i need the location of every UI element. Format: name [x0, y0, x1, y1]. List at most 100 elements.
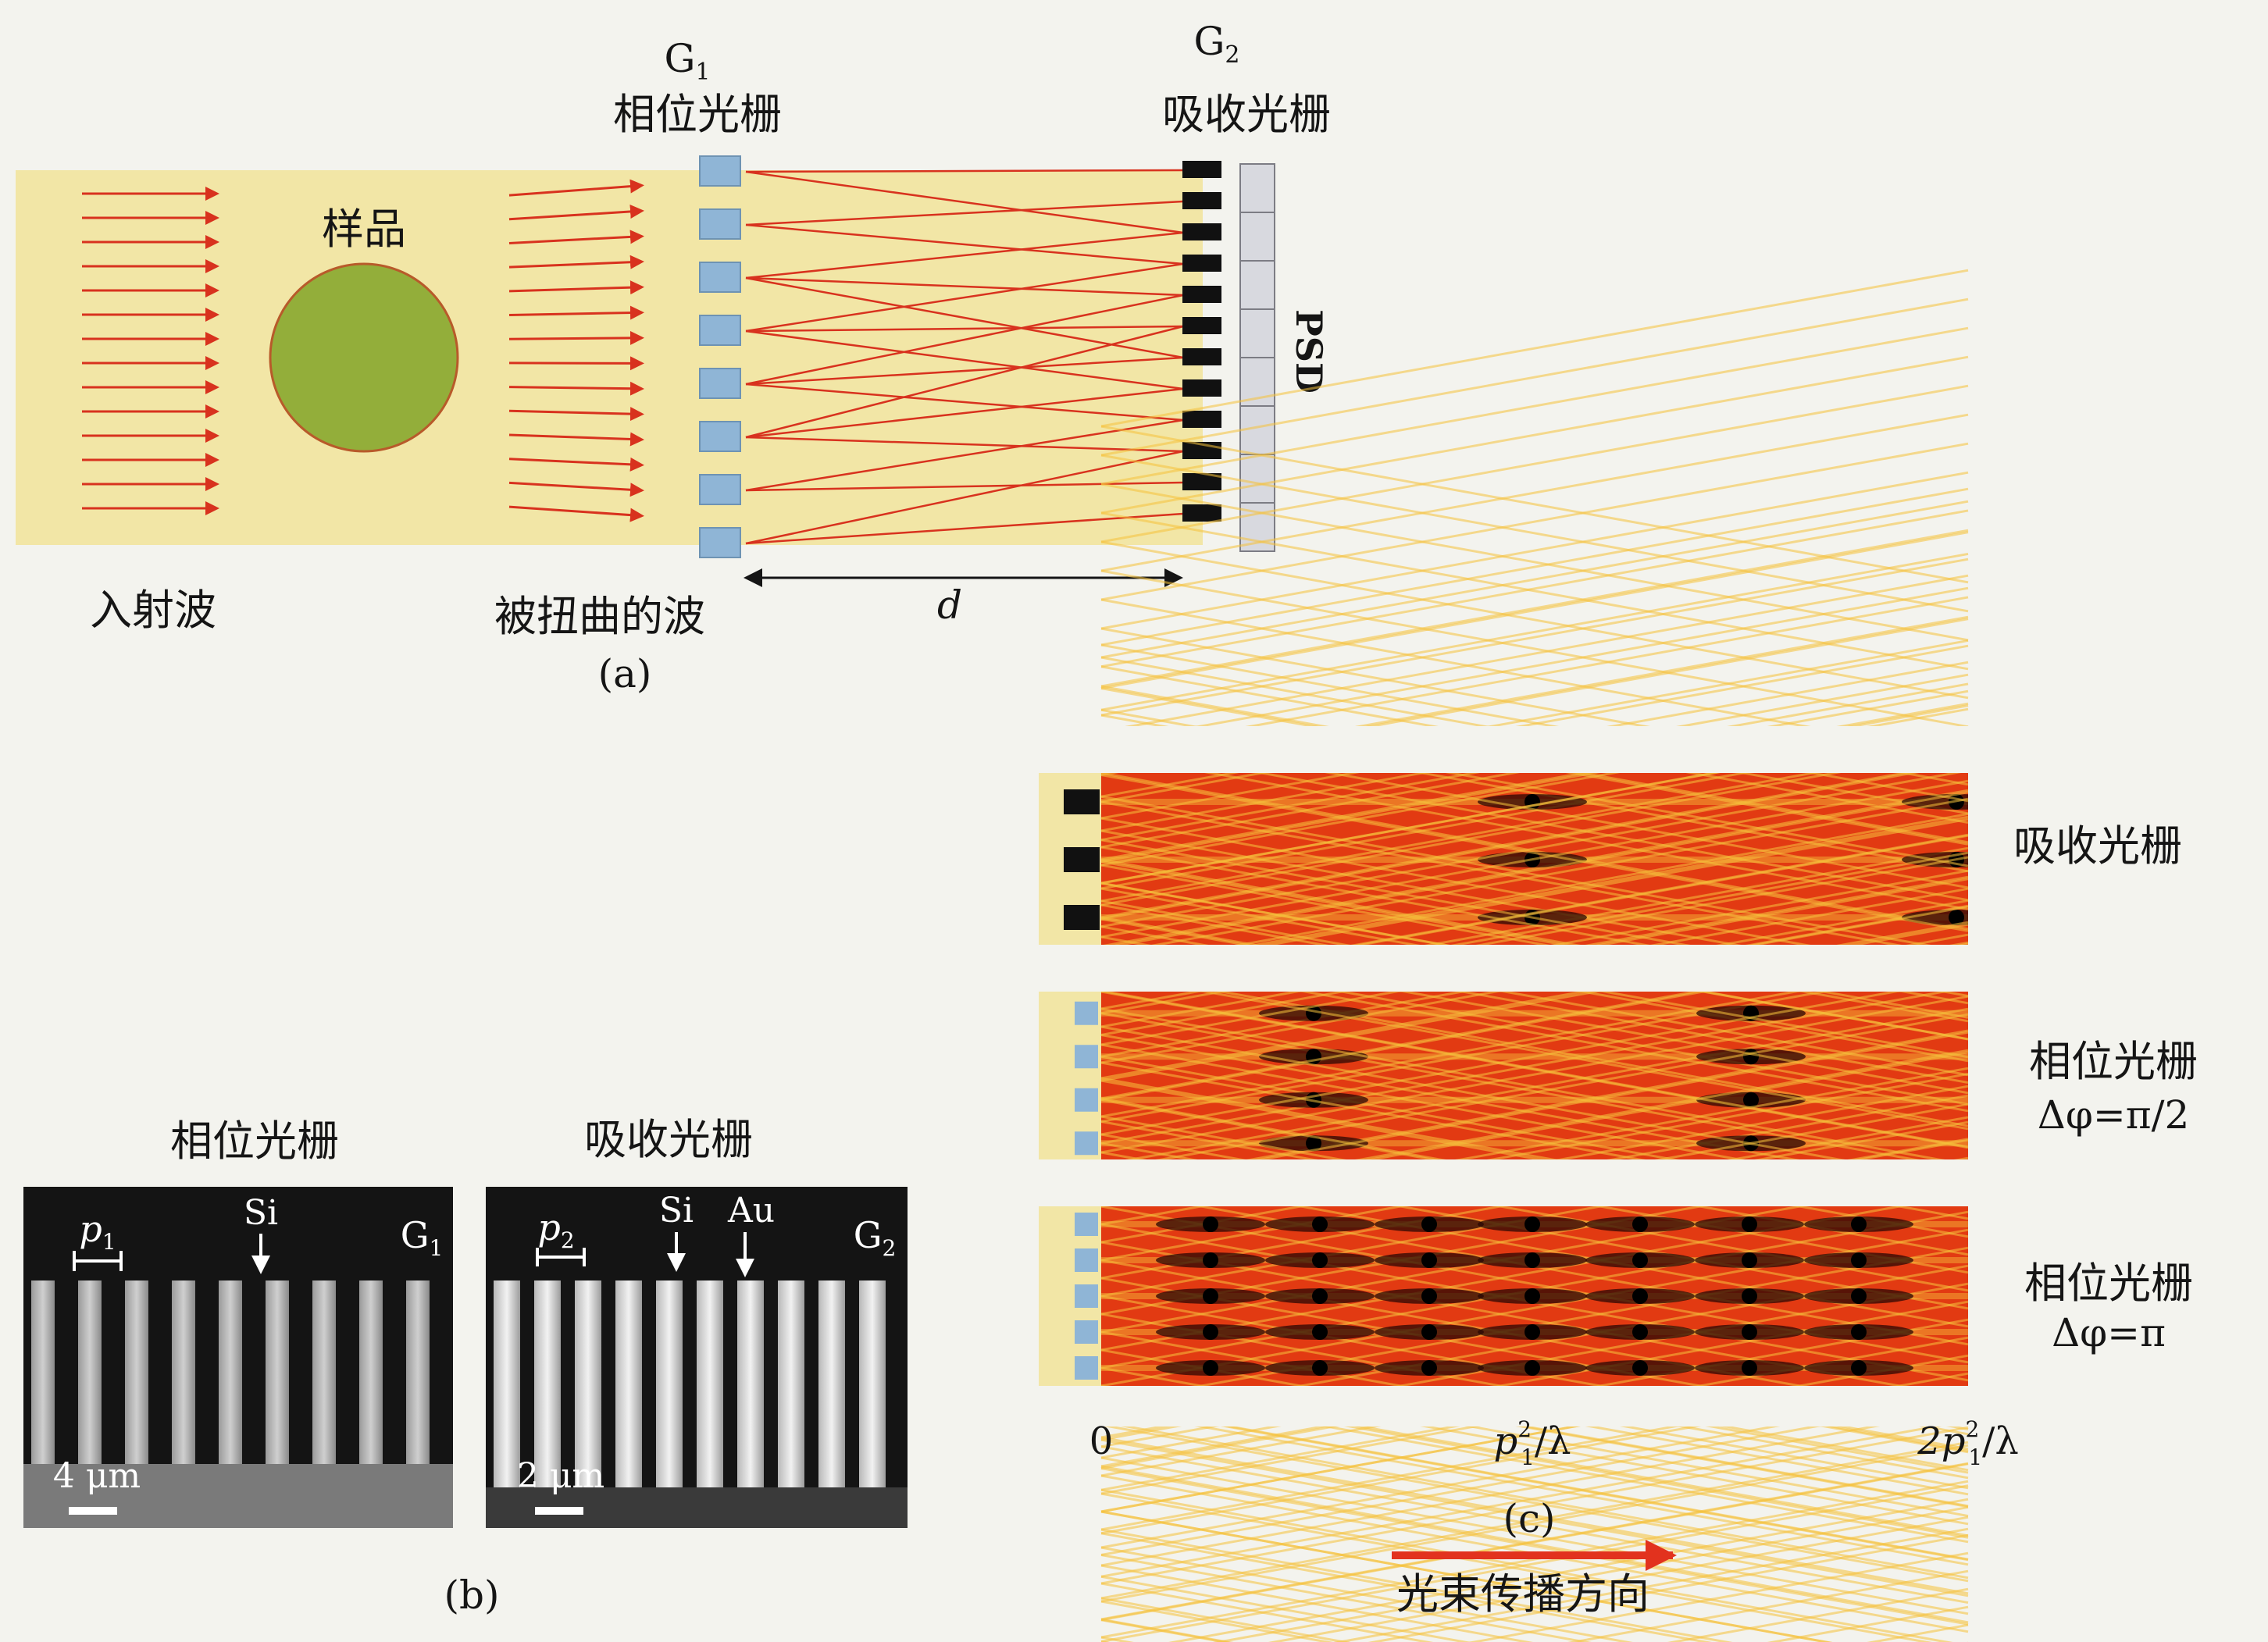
sample-circle [269, 262, 459, 453]
carpet-fringe [1100, 1582, 1434, 1642]
carpet-fringe [1100, 471, 1969, 630]
carpet-focus-point [1312, 1324, 1328, 1340]
carpet-mask [1039, 1386, 2007, 1427]
absorption-grating-bar [1182, 255, 1221, 272]
phase-grating-bar [699, 208, 741, 240]
g1-symbol: G1 [664, 36, 710, 86]
absorption-grating-sem: p2 Si Au G2 2 μm [486, 1187, 908, 1528]
absorption-grating-mark [1064, 789, 1100, 814]
carpet-fringe [1100, 326, 1969, 486]
carpet-fringe [1100, 500, 1969, 659]
carpet-mask [1968, 765, 2015, 954]
carpet-fringe [1567, 1569, 1969, 1642]
absorption-grating-bar [1182, 317, 1221, 334]
absorption-grating-bar [1182, 411, 1221, 428]
carpet-focus-point [1851, 1324, 1867, 1340]
distorted-arrow [508, 179, 644, 197]
phase-grating-tooth [125, 1280, 148, 1468]
phase-grating-mark [1075, 1320, 1098, 1344]
psd-pixel [1239, 163, 1275, 213]
psd-pixel [1239, 308, 1275, 358]
carpet-focus-point [1203, 1252, 1218, 1268]
distorted-arrow [508, 432, 644, 447]
carpet-fringe [1100, 425, 1969, 584]
absorption-grating-tooth [575, 1280, 601, 1491]
carpet-fringe [1100, 586, 1969, 746]
phase-grating-title: 相位光栅 [170, 1117, 339, 1166]
carpet-fringe [1100, 1546, 1633, 1642]
carpet-focus-point [1421, 1216, 1437, 1232]
carpet-focus-point [1851, 1360, 1867, 1376]
carpet-fringe [1100, 529, 1969, 688]
ray [745, 383, 1184, 422]
propagation-direction-label: 光束传播方向 [1396, 1569, 1649, 1619]
carpet-focus-point [1421, 1360, 1437, 1376]
absorption-grating-tooth [534, 1280, 561, 1491]
absorption-grating-tooth [737, 1280, 764, 1491]
carpet-fringe [1100, 761, 1969, 921]
carpet-fringe [1100, 413, 1969, 572]
absorption-tag: G2 [854, 1214, 897, 1261]
g2-symbol: G2 [1193, 19, 1239, 69]
carpet-fringe [1100, 1445, 1969, 1605]
carpet-fringe [1100, 1462, 1969, 1621]
phase-grating-bar [699, 368, 741, 399]
carpet-fringe [1100, 1575, 1471, 1642]
absorption-grating-tooth [615, 1280, 642, 1491]
ray [745, 294, 1184, 386]
ray [745, 512, 1184, 545]
carpet-fringe [1100, 779, 1969, 939]
distorted-arrow [508, 205, 644, 221]
distorted-arrow [508, 255, 644, 269]
ray [745, 262, 1184, 333]
carpet-focus-point [1524, 1324, 1540, 1340]
phase-grating-tooth [172, 1280, 195, 1468]
phase-grating-tooth [31, 1280, 55, 1468]
carpet-focus-point [1743, 1049, 1759, 1065]
carpet-focus-point [1524, 1360, 1540, 1376]
carpet-fringe [1100, 1597, 1351, 1642]
carpet-focus-point [1632, 1324, 1648, 1340]
carpet-focus-point [1312, 1216, 1328, 1232]
carpet-fringe [1100, 1492, 1933, 1642]
carpet-focus-point [1524, 1288, 1540, 1304]
converging-rays [745, 169, 1184, 545]
carpet-fringe [1100, 1600, 1334, 1642]
phase-grating-tooth [219, 1280, 242, 1468]
ray [745, 436, 1184, 453]
carpet-focus-point [1312, 1360, 1328, 1376]
carpet-fringe [1100, 384, 1969, 543]
carpet-focus-point [1203, 1324, 1218, 1340]
absorption-period-label: p2 [537, 1206, 574, 1253]
absorption-grating-bar [1182, 348, 1221, 365]
carpet-fringe [1100, 511, 1969, 671]
carpet-fringe [1100, 531, 1969, 689]
phase-grating-bar [699, 315, 741, 346]
panel-c-talbot-carpets: (c) 光束传播方向 [1039, 269, 2011, 1642]
ray [745, 329, 1184, 390]
absorption-grating-bar [1182, 504, 1221, 522]
carpet-fringe [1100, 1420, 1969, 1580]
ray [745, 325, 1184, 439]
distorted-arrow [508, 381, 644, 396]
g2-name: 吸收光栅 [1162, 90, 1331, 139]
carpet-fringe [1100, 1419, 1969, 1578]
phase-grating-mark [1075, 1001, 1098, 1025]
row1-label: 吸收光栅 [2013, 821, 2182, 871]
carpet-fringe [1100, 509, 1969, 668]
carpet-band [1101, 1140, 1968, 1147]
absorption-grating-tooth [697, 1280, 723, 1491]
carpet-focus-point [1312, 1252, 1328, 1268]
distorted-arrows [508, 179, 644, 522]
absorption-grating-tooth [494, 1280, 520, 1491]
carpet-fringe [1100, 989, 1969, 1149]
distorted-arrow [508, 230, 644, 244]
ray [745, 419, 1184, 492]
carpet-fringe [1100, 1554, 1592, 1642]
carpet-mask [1039, 945, 2007, 992]
phase-grating-tooth [78, 1280, 102, 1468]
phase-grating-sem: p1 Si G1 4 μm [23, 1187, 453, 1528]
incident-arrows [82, 187, 219, 515]
absorption-au-label: Au [727, 1191, 775, 1231]
carpet-fringe [1100, 1484, 1969, 1642]
